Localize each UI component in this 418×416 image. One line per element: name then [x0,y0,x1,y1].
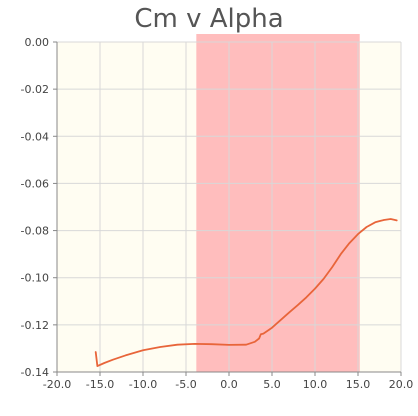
x-tick-label: -20.0 [43,378,71,391]
chart-title: Cm v Alpha [134,4,284,34]
highlight-band [196,34,360,372]
y-tick-label: -0.14 [21,366,49,379]
x-tick-label: 10.0 [303,378,328,391]
highlight-band-layer [196,34,360,372]
axis-layer [56,42,401,373]
series-layer [94,218,398,367]
y-tick-label: -0.12 [21,319,49,332]
x-tick-labels: -20.0 -15.0 -10.0 -5.0 0.0 5.0 10.0 15.0 20.0 [43,378,413,391]
y-tick-label: -0.04 [21,130,49,143]
y-tick-labels: 0.00 -0.02 -0.04 -0.06 -0.08 -0.10 -0.12 -0.14 [21,36,49,379]
series-line [94,218,398,367]
y-tick-label: -0.06 [21,177,49,190]
x-tick-label: 20.0 [389,378,414,391]
x-tick-label: -15.0 [86,378,114,391]
x-tick-label: 0.0 [220,378,238,391]
x-tick-label: -5.0 [175,378,196,391]
y-tick-label: -0.10 [21,272,49,285]
x-tick-label: 5.0 [263,378,281,391]
x-tick-label: 15.0 [346,378,371,391]
y-tick-label: -0.08 [21,225,49,238]
y-tick-label: -0.02 [21,83,49,96]
x-tick-label: -10.0 [129,378,157,391]
y-tick-label: 0.00 [25,36,50,49]
